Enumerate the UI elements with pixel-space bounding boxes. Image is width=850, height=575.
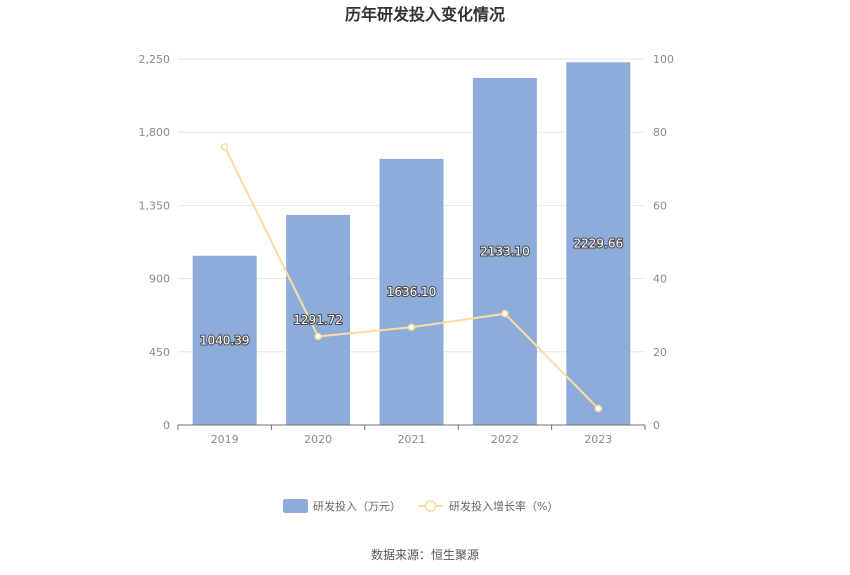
y-right-tick-label: 60: [653, 199, 667, 212]
y-left-tick-label: 900: [149, 273, 170, 286]
line-point: [407, 323, 416, 332]
legend-swatch-line-marker: [424, 500, 437, 512]
y-right-tick-label: 20: [653, 346, 667, 359]
y-right-tick-label: 80: [653, 126, 667, 139]
y-right-tick-label: 40: [653, 273, 667, 286]
legend-label-line: 研发投入增长率（%）: [449, 499, 558, 513]
bar-value-label: 2229.66: [573, 237, 623, 251]
bar: [379, 158, 444, 425]
line-point: [501, 309, 509, 318]
bar-value-label: 1636.10: [387, 285, 437, 299]
bar: [472, 78, 537, 425]
y-left-tick-label: 450: [149, 346, 170, 359]
y-left-tick-label: 1,800: [139, 126, 171, 139]
bar: [566, 62, 631, 425]
bar-value-label: 1040.39: [200, 333, 250, 347]
y-right-tick-label: 100: [653, 53, 674, 66]
data-source: 数据来源：恒生聚源: [371, 547, 479, 562]
x-axis: 2019 2020 2021 2022 2023: [177, 425, 646, 446]
line-point: [314, 332, 322, 341]
y-axis-right: 0 20 40 60 80 100: [653, 53, 674, 432]
legend-swatch-bar: [283, 499, 308, 513]
x-tick-label: 2020: [304, 433, 332, 446]
x-tick-label: 2019: [211, 433, 239, 446]
x-tick-label: 2023: [584, 433, 612, 446]
bar-value-label: 1291.72: [293, 313, 343, 327]
legend: 研发投入（万元） 研发投入增长率（%）: [283, 499, 558, 513]
line-point: [220, 143, 229, 151]
y-left-tick-label: 2,250: [139, 53, 171, 66]
y-right-tick-label: 0: [653, 419, 660, 432]
bar-labels: 1040.39 1291.72 1636.10 2133.10 2229.66: [199, 236, 624, 349]
x-tick-label: 2022: [491, 433, 519, 446]
bar: [192, 255, 257, 425]
line-point: [594, 404, 603, 413]
bar-series: [192, 62, 631, 425]
bar: [286, 214, 351, 425]
y-left-tick-label: 0: [163, 419, 170, 432]
legend-label-bar: 研发投入（万元）: [313, 499, 401, 513]
chart-title: 历年研发投入变化情况: [345, 5, 505, 24]
y-axis-left: 0 450 900 1,350 1,800 2,250: [139, 53, 171, 432]
line-series: [220, 143, 603, 413]
bar-value-label: 2133.10: [480, 245, 530, 259]
x-tick-label: 2021: [398, 433, 426, 446]
y-left-tick-label: 1,350: [139, 199, 171, 212]
